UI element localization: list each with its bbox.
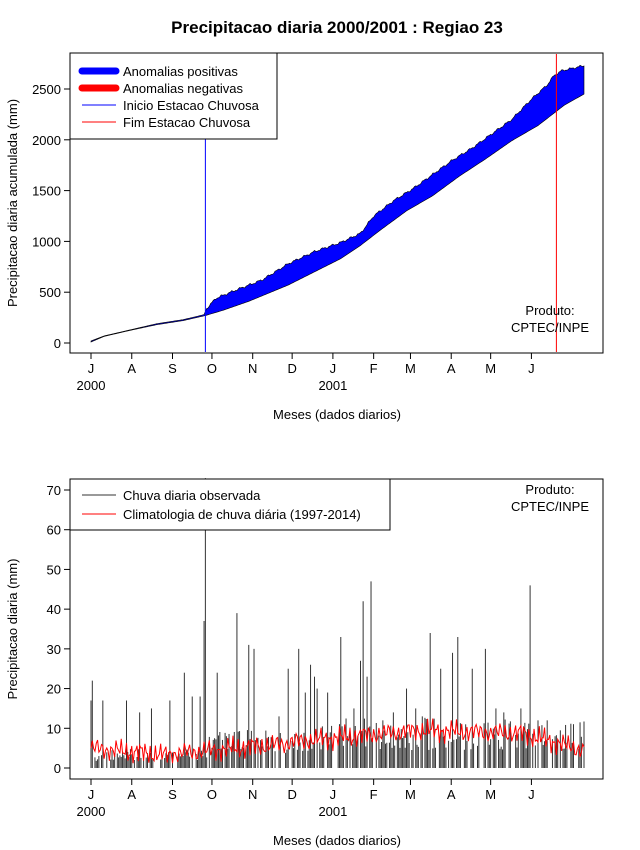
x-tick-label: J: [528, 361, 535, 376]
daily-credit-line2: CPTEC/INPE: [511, 499, 589, 514]
year-label: 2000: [77, 804, 106, 819]
y-tick-label: 70: [47, 483, 61, 498]
x-tick-label: M: [405, 361, 416, 376]
x-tick-label: N: [248, 361, 257, 376]
y-tick-label: 2500: [32, 82, 61, 97]
y-tick-label: 0: [54, 336, 61, 351]
y-tick-label: 40: [47, 602, 61, 617]
x-tick-label: M: [485, 787, 496, 802]
legend-label-negative: Anomalias negativas: [123, 81, 243, 96]
cumulative-credit-line2: CPTEC/INPE: [511, 320, 589, 335]
legend-label-observed: Chuva diaria observada: [123, 488, 261, 503]
legend-label-climatology: Climatologia de chuva diária (1997-2014): [123, 507, 361, 522]
y-tick-label: 60: [47, 523, 61, 538]
x-tick-label: D: [287, 361, 296, 376]
y-tick-label: 10: [47, 721, 61, 736]
x-tick-label: J: [330, 361, 337, 376]
x-tick-label: F: [370, 787, 378, 802]
x-tick-label: N: [248, 787, 257, 802]
daily-legend-box: [69, 478, 391, 531]
x-tick-label: O: [207, 361, 217, 376]
legend-label-end: Fim Estacao Chuvosa: [123, 115, 251, 130]
year-label: 2000: [77, 378, 106, 393]
daily-legend: Chuva diaria observada Climatologia de c…: [69, 478, 391, 531]
x-tick-label: A: [127, 361, 136, 376]
daily-x-axis-label: Meses (dados diarios): [273, 833, 401, 848]
x-tick-label: J: [528, 787, 535, 802]
x-tick-label: S: [168, 787, 177, 802]
year-label: 2001: [318, 378, 347, 393]
daily-credit-line1: Produto:: [525, 482, 574, 497]
daily-axes: 0 10 20 30 40 50 60 70 J A S O N D J F M A M J 2000 2001: [47, 483, 535, 819]
legend-label-positive: Anomalias positivas: [123, 64, 238, 79]
x-tick-label: A: [447, 361, 456, 376]
legend-label-start: Inicio Estacao Chuvosa: [123, 98, 260, 113]
x-tick-label: F: [370, 361, 378, 376]
x-tick-label: J: [88, 361, 95, 376]
y-tick-label: 2000: [32, 133, 61, 148]
year-label: 2001: [318, 804, 347, 819]
x-tick-label: D: [287, 787, 296, 802]
daily-y-axis-label: Precipitacao diaria (mm): [5, 559, 20, 700]
x-tick-label: M: [405, 787, 416, 802]
x-tick-label: J: [330, 787, 337, 802]
y-tick-label: 0: [54, 761, 61, 776]
positive-anomaly-area: [90, 64, 585, 343]
cumulative-y-axis-label: Precipitacao diaria acumulada (mm): [5, 99, 20, 307]
y-tick-label: 20: [47, 682, 61, 697]
y-tick-label: 1000: [32, 234, 61, 249]
y-tick-label: 50: [47, 562, 61, 577]
daily-plot: [90, 478, 585, 768]
cumulative-legend-box: [69, 52, 278, 140]
x-tick-label: J: [88, 787, 95, 802]
cumulative-credit-line1: Produto:: [525, 303, 574, 318]
y-tick-label: 1500: [32, 184, 61, 199]
x-tick-label: S: [168, 361, 177, 376]
cumulative-x-axis-label: Meses (dados diarios): [273, 407, 401, 422]
x-tick-label: A: [447, 787, 456, 802]
chart-title: Precipitacao diaria 2000/2001 : Regiao 2…: [171, 18, 503, 37]
x-tick-label: A: [127, 787, 136, 802]
cumulative-legend: Anomalias positivas Anomalias negativas …: [69, 52, 278, 140]
y-tick-label: 30: [47, 642, 61, 657]
y-tick-label: 500: [39, 285, 61, 300]
climatology-line: [90, 718, 585, 764]
x-tick-label: M: [485, 361, 496, 376]
x-tick-label: O: [207, 787, 217, 802]
